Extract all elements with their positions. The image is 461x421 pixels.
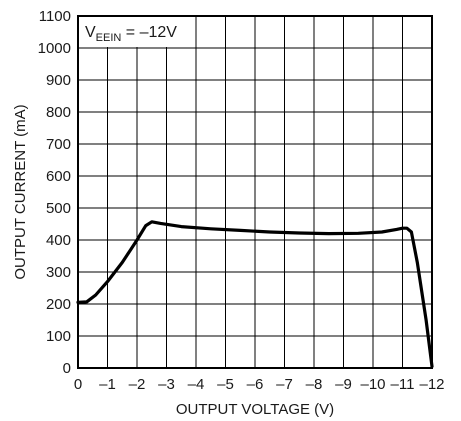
y-tick-label: 1000 [38,40,71,57]
x-tick-label: –1 [99,376,116,393]
y-tick-label: 600 [46,168,71,185]
annotation-box: VEEIN = –12V [79,17,183,47]
x-tick-label: –11 [391,376,415,393]
x-tick-label: –3 [158,376,175,393]
annotation-main: V [85,24,96,41]
y-tick-label: 0 [63,360,71,377]
x-tick-label: –2 [129,376,146,393]
y-tick-label: 900 [46,72,71,89]
series-layer [76,220,434,368]
annotation-subscript: EEIN [96,32,122,44]
y-axis-label: OUTPUT CURRENT (mA) [12,104,29,279]
y-tick-label: 500 [46,200,71,217]
y-tick-label: 400 [46,232,71,249]
x-tick-label: –5 [217,376,234,393]
x-tick-label: –12 [419,376,444,393]
y-tick-label: 300 [46,264,71,281]
y-tick-label: 100 [46,328,71,345]
x-tick-label: –10 [360,376,385,393]
y-tick-label: 200 [46,296,71,313]
x-axis-label: OUTPUT VOLTAGE (V) [176,401,334,418]
y-tick-labels: 0 100 200 300 400 500 600 700 800 900 1000 1100 [38,8,71,377]
y-tick-label: 700 [46,136,71,153]
x-tick-labels: 0 –1 –2 –3 –4 –5 –6 –7 –8 –9 –10 –11 –12 [74,376,445,393]
y-tick-label: 800 [46,104,71,121]
x-tick-label: 0 [74,376,82,393]
x-tick-label: –9 [335,376,352,393]
y-tick-label: 1100 [39,8,71,25]
annotation-text: VEEIN = –12V [85,24,177,44]
x-tick-label: –6 [247,376,264,393]
x-tick-label: –4 [188,376,205,393]
annotation-rest: = –12V [121,24,177,41]
annotation-background [79,17,183,47]
series-line [76,220,434,368]
x-tick-label: –7 [276,376,293,393]
x-tick-label: –8 [306,376,323,393]
grid [78,16,432,368]
plot-frame [77,15,433,369]
